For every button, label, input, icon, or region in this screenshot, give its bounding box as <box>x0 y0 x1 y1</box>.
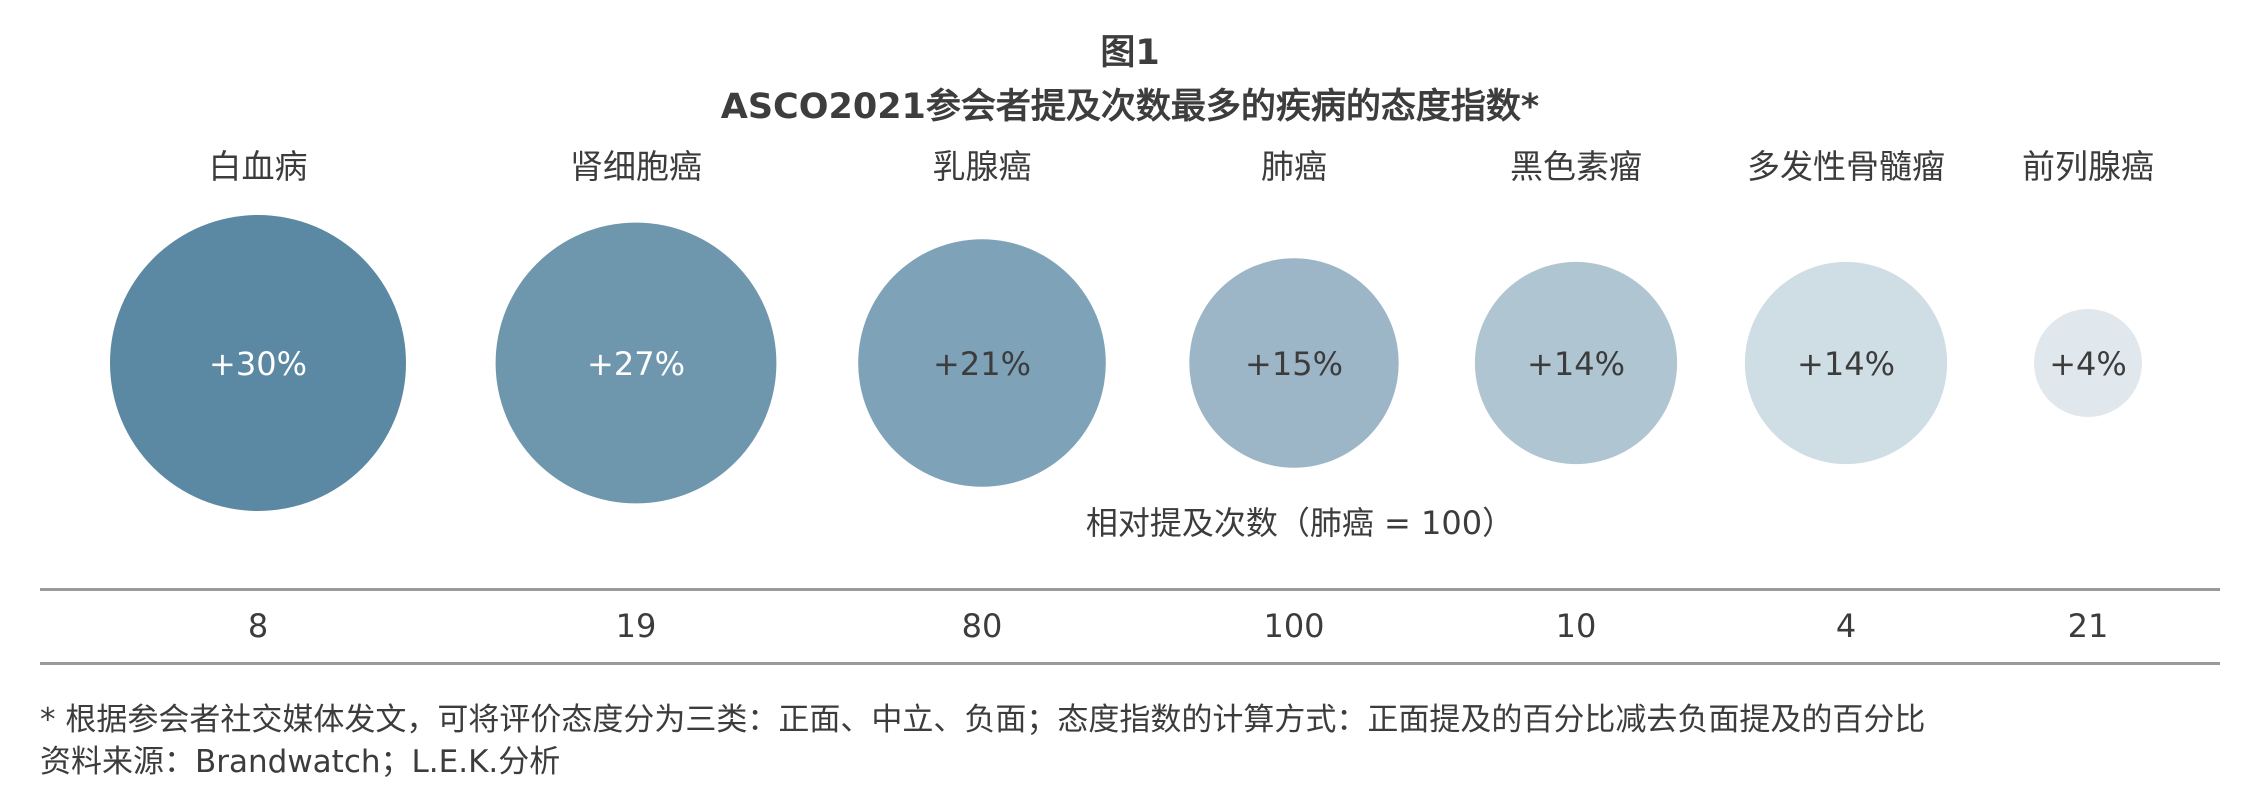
bubble-value-label: +30% <box>209 345 307 383</box>
category-label: 黑色素瘤 <box>1510 147 1642 186</box>
relative-mentions-value: 80 <box>962 607 1003 645</box>
bubble <box>2034 309 2142 417</box>
bubble-value-label: +14% <box>1797 345 1895 383</box>
bubble-value-label: +21% <box>933 345 1031 383</box>
relative-mentions-value: 4 <box>1836 607 1856 645</box>
table-top-rule <box>40 588 2220 591</box>
bubble-value-label: +4% <box>2049 345 2127 383</box>
bubble <box>1189 258 1399 468</box>
table-bottom-rule <box>40 662 2220 665</box>
bubble <box>495 222 777 504</box>
footnote-note: * 根据参会者社交媒体发文，可将评价态度分为三类：正面、中立、负面；态度指数的计… <box>40 702 1926 738</box>
relative-mentions-value: 100 <box>1263 607 1324 645</box>
category-label: 白血病 <box>209 147 308 186</box>
footnote-source: 资料来源：Brandwatch；L.E.K.分析 <box>40 744 561 780</box>
relative-mentions-value: 8 <box>248 607 268 645</box>
figure-title: 图1 <box>1100 33 1160 73</box>
relative-mentions-value: 10 <box>1556 607 1597 645</box>
category-label: 前列腺癌 <box>2022 147 2154 186</box>
category-label: 多发性骨髓瘤 <box>1747 147 1945 186</box>
bubble <box>1744 261 1948 465</box>
category-label: 肾细胞癌 <box>570 147 702 186</box>
relative-mentions-value: 19 <box>616 607 657 645</box>
bubble-value-label: +27% <box>587 345 685 383</box>
relative-mentions-label: 相对提及次数（肺癌 = 100） <box>1086 504 1514 542</box>
bubble <box>858 239 1106 487</box>
category-label: 乳腺癌 <box>933 147 1032 186</box>
relative-mentions-value: 21 <box>2068 607 2109 645</box>
category-label: 肺癌 <box>1261 147 1327 186</box>
bubble <box>110 215 406 511</box>
figure-subtitle: ASCO2021参会者提及次数最多的疾病的态度指数* <box>720 87 1540 127</box>
bubble-value-label: +14% <box>1527 345 1625 383</box>
bubble <box>1474 261 1678 465</box>
bubble-value-label: +15% <box>1245 345 1343 383</box>
